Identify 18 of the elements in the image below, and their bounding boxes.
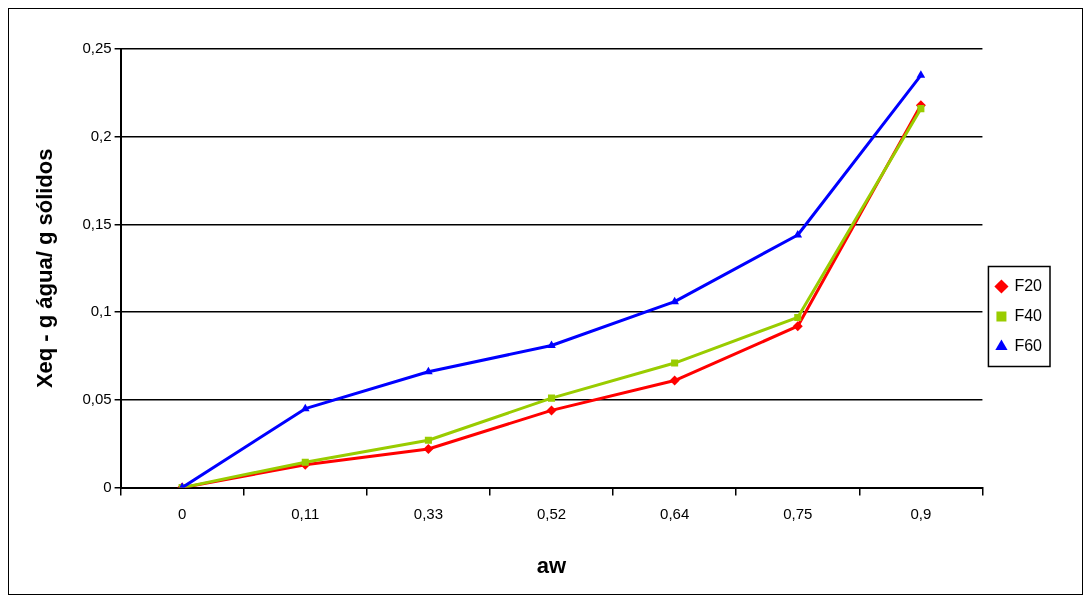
x-tick-label: 0,52 [536,504,567,522]
x-tick-label: 0,33 [413,504,443,522]
y-tick-label: 0,1 [90,302,112,320]
y-tick-label: 0,25 [82,39,112,57]
x-tick-label: 0,9 [910,504,932,522]
y-tick-label: 0 [103,477,112,495]
x-tick-label: 0,11 [291,504,320,522]
y-tick-label: 0,15 [82,214,112,232]
x-tick-label: 0 [177,504,187,522]
x-tick-label: 0,64 [660,504,690,522]
y-tick-label: 0,05 [82,390,112,408]
x-tick-label: 0,75 [783,504,813,522]
legend-label: F60 [1014,336,1043,354]
legend-label: F40 [1014,306,1043,324]
y-axis-title: Xeq - g água/ g sólidos [32,148,58,389]
x-axis-title: aw [536,552,568,578]
y-tick-label: 0,2 [90,126,112,144]
legend-label: F20 [1014,276,1043,294]
